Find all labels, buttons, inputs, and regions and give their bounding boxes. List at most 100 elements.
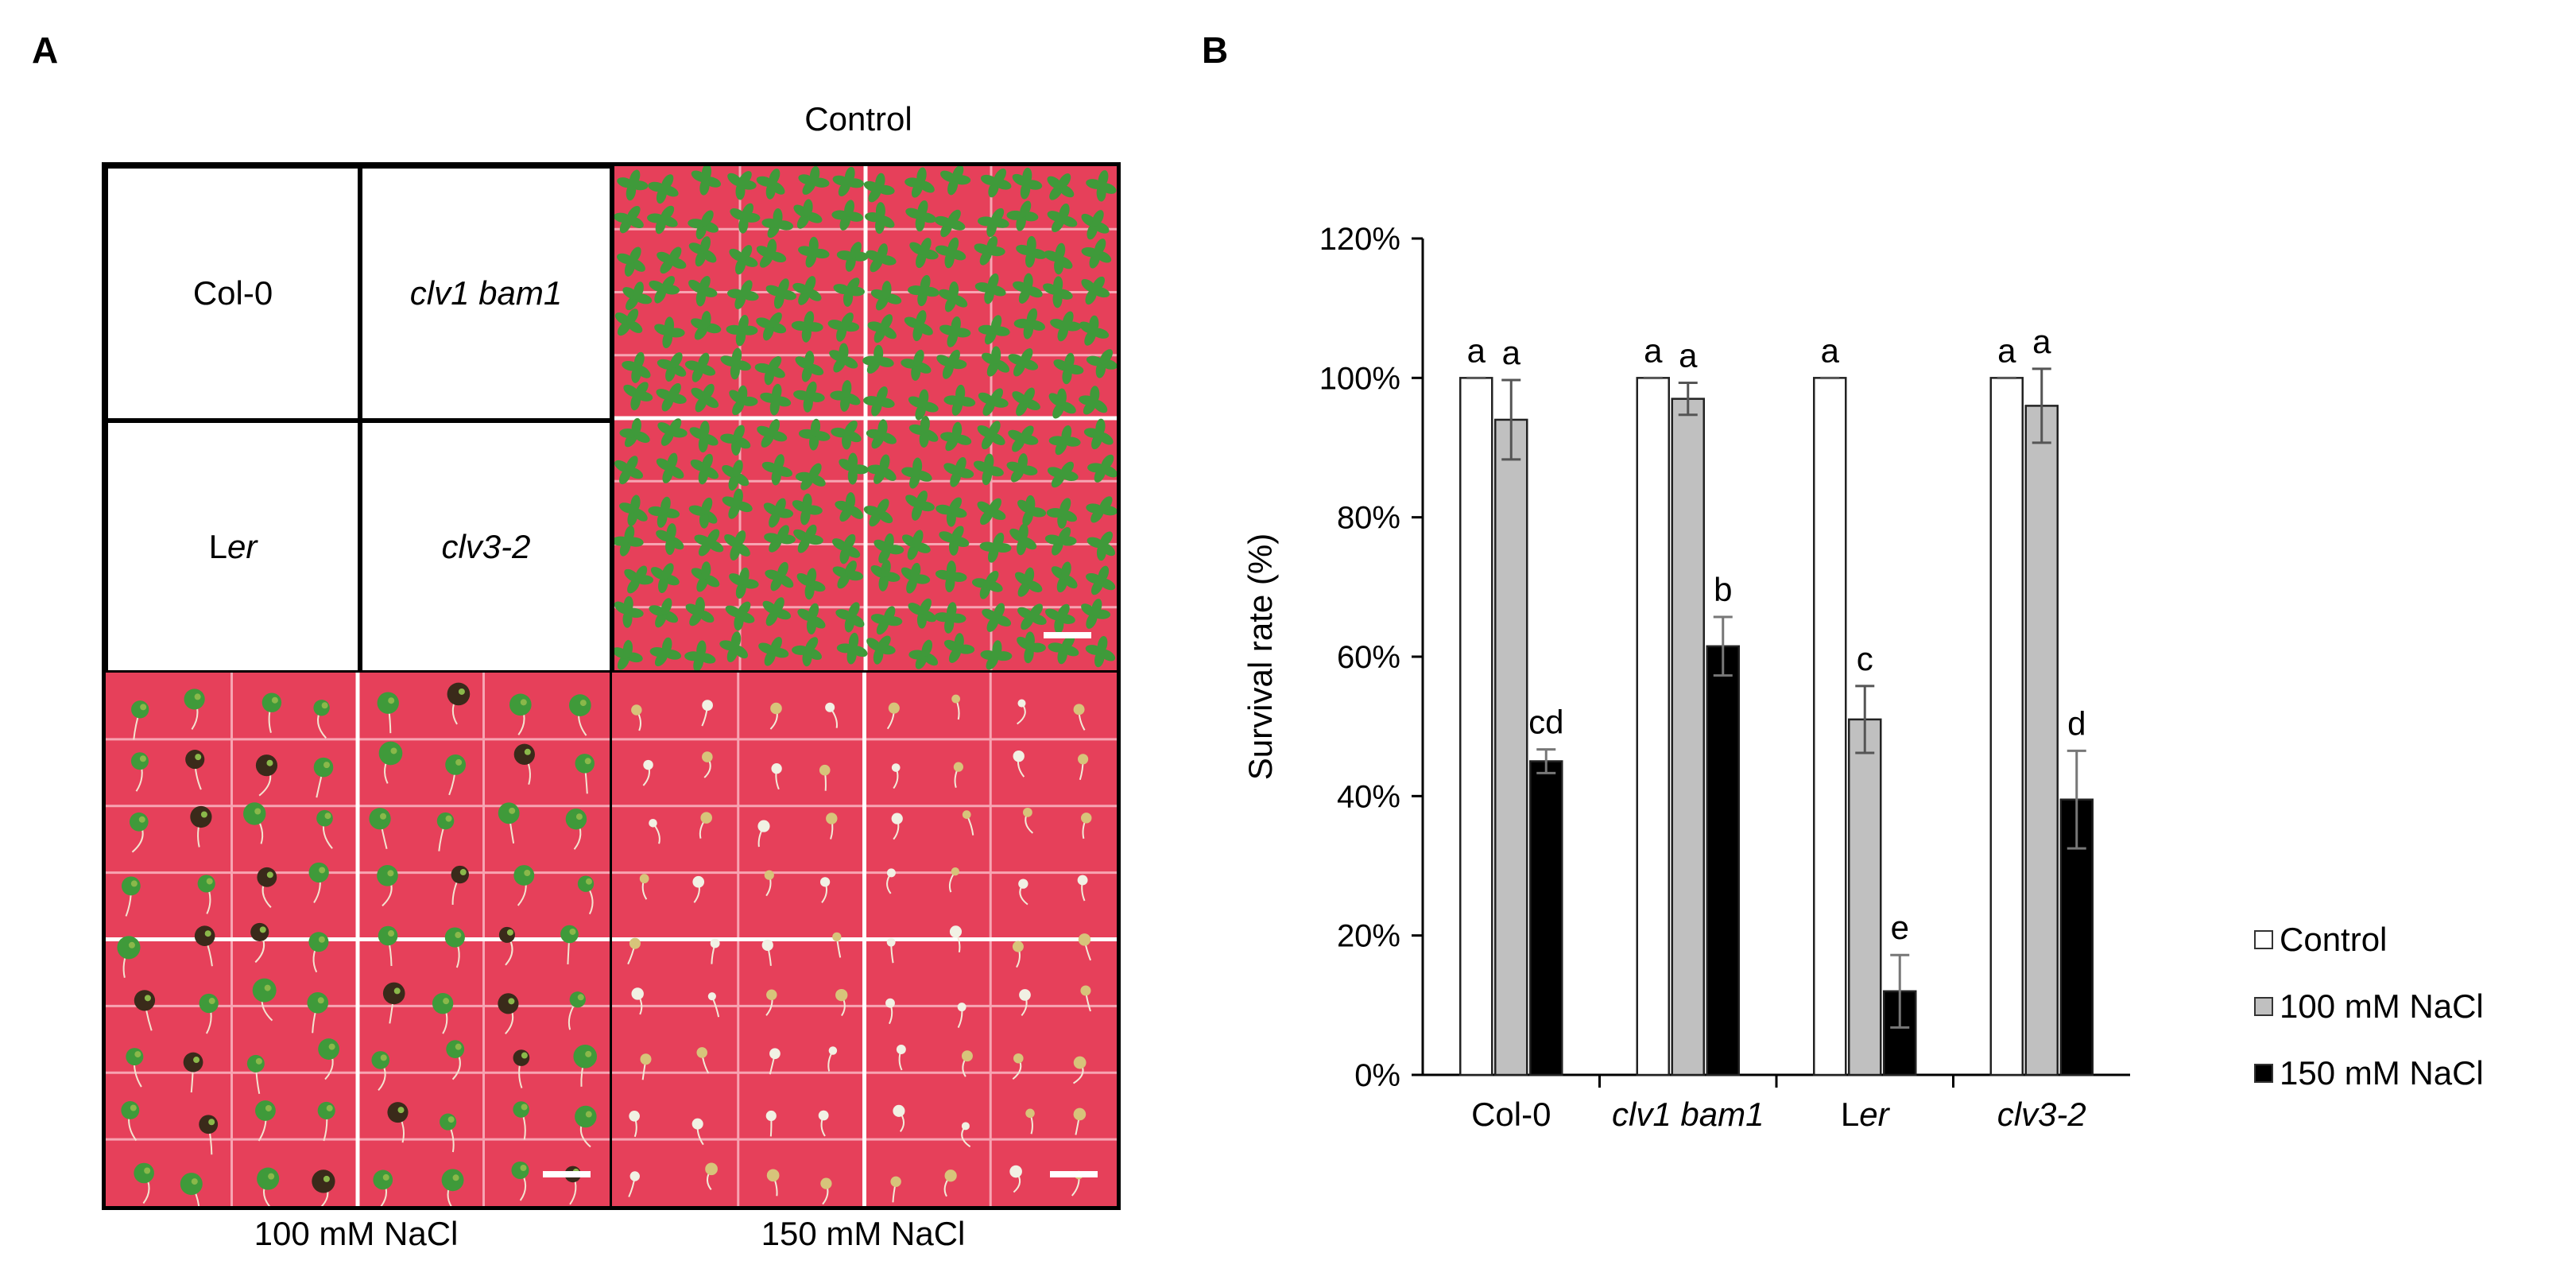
rosette [199, 993, 219, 1014]
error-bar [1890, 953, 1910, 1029]
seedling [649, 598, 679, 628]
leaf [977, 216, 995, 227]
x-tick-label: clv3-2 [1997, 1096, 2086, 1133]
seedling [943, 384, 976, 416]
leaf [317, 997, 324, 1004]
seedling [758, 636, 789, 666]
seedling [699, 812, 712, 839]
leaf [1098, 565, 1110, 583]
seedling [796, 568, 826, 600]
significance-letter: b [1714, 571, 1732, 608]
bar [1813, 377, 1847, 1076]
leaf [874, 344, 884, 363]
seedling [1087, 454, 1117, 483]
leaf [1026, 235, 1036, 254]
seedling-head [766, 1169, 780, 1182]
seedling [798, 418, 831, 451]
leaf [1092, 276, 1106, 293]
rosette [134, 1162, 154, 1184]
seedling [617, 169, 649, 201]
seedling [1086, 565, 1116, 595]
leaf [455, 758, 463, 766]
leaf [735, 257, 746, 275]
seedling [577, 875, 595, 915]
leaf [1047, 467, 1065, 478]
leaf [733, 425, 745, 442]
seedling [938, 281, 968, 312]
seedling-head [962, 810, 971, 819]
seedling [935, 560, 967, 592]
seedling-head [771, 763, 782, 774]
seedling [831, 533, 861, 564]
rosette [180, 1173, 203, 1196]
seedling [795, 463, 826, 491]
seedling-head [643, 759, 653, 770]
seedling [257, 867, 277, 909]
seedling-head [961, 1122, 970, 1131]
significance-letter: a [2032, 323, 2051, 360]
rosette [451, 865, 469, 884]
leaf [193, 1057, 200, 1064]
seedling [1006, 200, 1039, 231]
leaf [1092, 210, 1104, 227]
seedling [705, 1162, 718, 1190]
seedling [688, 276, 718, 307]
seedling-head [1081, 813, 1092, 824]
seedling-head [953, 762, 963, 772]
seedling [180, 1173, 203, 1206]
seedling [722, 488, 753, 519]
seedling [727, 280, 759, 309]
seedling [1079, 315, 1110, 346]
seedling [1053, 352, 1084, 385]
seedling [513, 865, 535, 906]
leaf [801, 365, 812, 382]
seedling [904, 310, 933, 342]
seedling [648, 496, 680, 528]
seedling [575, 1105, 597, 1148]
seedling [791, 311, 823, 343]
leaf [912, 529, 924, 547]
leaf [733, 488, 743, 506]
seedling [935, 237, 966, 269]
leaf [877, 419, 888, 437]
leaf [920, 238, 932, 254]
leaf [694, 534, 711, 546]
seedling [573, 1045, 598, 1087]
leaf [863, 396, 881, 406]
seedling [691, 166, 721, 196]
seedling-head [835, 988, 848, 1002]
leaf [661, 563, 674, 580]
error-bar [1536, 748, 1556, 774]
leaf [738, 315, 749, 332]
seedling [691, 561, 720, 592]
rosette [378, 925, 398, 946]
seedling [1017, 631, 1046, 664]
rosette [257, 1167, 280, 1190]
leaf [971, 578, 990, 588]
seedling-head [890, 1176, 901, 1187]
seedling [765, 989, 777, 1016]
leaf [766, 239, 777, 257]
leaf [1057, 603, 1070, 620]
leaf [835, 609, 853, 620]
leaf [946, 560, 956, 579]
rosette [573, 1045, 598, 1069]
leaf [577, 994, 584, 1001]
x-tick-label-part: Col-0 [1471, 1096, 1551, 1133]
rosette [318, 1038, 339, 1060]
rosette [313, 757, 334, 778]
leaf [699, 177, 710, 196]
seedling [691, 1118, 704, 1146]
leaf [839, 343, 849, 361]
leaf [626, 308, 639, 325]
seedling [436, 812, 455, 851]
leaf [934, 215, 952, 227]
leaf [649, 280, 666, 293]
leaf [907, 543, 919, 560]
seedling [863, 173, 895, 203]
seedling [977, 421, 1005, 450]
rosette [565, 808, 587, 830]
rosette [255, 754, 278, 777]
rosette [569, 991, 586, 1008]
